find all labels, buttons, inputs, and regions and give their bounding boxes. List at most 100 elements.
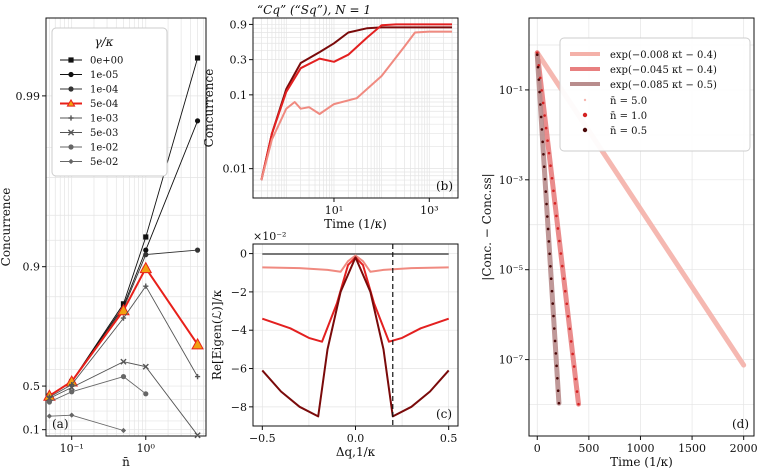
data-point-d-1-13 [555,214,558,218]
data-point-a-6-1 [69,389,75,395]
data-point-d-0-28 [632,197,635,200]
y-tick-label-d-1: 10⁻³ [499,174,523,187]
data-point-d-2-22 [552,327,556,330]
data-point-d-0-38 [667,249,669,252]
data-point-d-0-31 [643,213,645,216]
data-point-d-0-6 [556,83,559,85]
data-point-a-5-3 [142,363,149,370]
data-point-d-1-3 [540,89,543,92]
data-point-a-2-4 [194,247,201,253]
y-tick-label-b-2: 0.3 [230,54,248,67]
data-point-d-2-8 [542,152,545,156]
data-point-d-0-40 [673,260,676,262]
data-point-d-0-36 [660,239,663,242]
y-tick-label-a-1: 0.5 [23,380,41,393]
data-point-d-0-4 [550,72,552,75]
data-point-d-0-55 [725,338,728,340]
data-point-d-1-27 [575,390,579,393]
legend-entry-fit-d-2: exp(−0.085 κt − 0.5) [610,80,717,91]
scale-note-c: ×10⁻² [253,230,286,243]
data-point-d-2-25 [555,364,558,368]
legend-entry-point-d-2: n̄ = 0.5 [610,126,647,137]
legend-entry-a-4: 1e-03 [90,114,118,125]
data-point-d-0-44 [687,280,690,283]
data-point-a-7-2 [120,427,127,434]
data-point-a-0-3 [143,234,149,240]
legend-swatch-marker-a-6 [68,144,74,150]
data-point-a-5-4 [194,432,201,439]
data-point-d-1-28 [577,402,580,406]
legend-entry-point-d-0: n̄ = 5.0 [610,96,647,107]
legend-swatch-marker-a-4 [68,115,74,121]
y-tick-label-d-3: 10⁻⁷ [499,354,524,367]
data-point-d-0-37 [663,244,666,247]
data-point-d-2-16 [548,252,551,256]
data-point-d-1-22 [568,327,571,331]
data-point-a-7-0 [46,413,52,419]
data-point-d-0-21 [608,161,611,163]
x-axis-label-d: Time (1/κ) [610,455,673,469]
figure-title: “Cq” (“Sq”), N = 1 [257,3,371,17]
data-point-d-0-20 [605,155,607,158]
legend-a: γ/κ 0e+00 1e-05 1e-04 5e-04 1e-03 5e-03 1e-02 5e… [51,27,168,177]
data-point-d-0-23 [615,171,618,174]
panel-label-c: (c) [436,407,452,421]
data-point-d-0-39 [670,254,673,257]
panel-label-b: (b) [436,179,453,193]
data-point-a-3-4 [191,337,204,350]
data-point-d-1-12 [553,202,557,205]
legend-frame-d [559,37,751,152]
x-tick-label-d-4: 2000 [730,442,758,455]
data-point-d-0-25 [622,182,625,184]
axes-frame-a [45,17,207,437]
y-tick-label-a-3: 0.99 [16,90,41,103]
legend-swatch-marker-a-2 [68,86,74,92]
data-point-d-2-9 [542,165,546,169]
data-point-a-6-0 [46,399,52,405]
data-point-d-1-0 [535,51,539,55]
data-point-a-4-2 [120,315,127,321]
data-point-d-0-3 [546,67,549,70]
data-point-d-2-7 [541,140,544,144]
data-point-a-1-3 [143,247,149,253]
legend-frame-a [51,27,168,177]
data-point-a-2-3 [143,252,149,258]
data-point-d-0-41 [677,265,680,268]
data-point-d-2-21 [552,314,555,318]
data-point-a-4-3 [143,283,149,289]
data-point-d-2-4 [539,103,542,106]
data-point-d-2-24 [554,352,558,355]
legend-entry-a-1: 1e-05 [90,70,118,81]
data-point-d-2-11 [544,190,548,193]
legend-entry-a-3: 5e-04 [90,99,118,110]
data-point-d-0-57 [732,348,735,351]
data-point-d-1-26 [574,377,577,381]
data-point-d-0-54 [722,332,724,335]
data-point-d-2-28 [557,401,561,405]
data-point-d-2-2 [537,78,541,81]
data-point-d-0-46 [694,291,697,294]
y-axis-label-d: |Conc. − Conc.ss| [480,173,494,280]
data-point-d-2-18 [549,277,553,281]
x-tick-label-c-1: 0.0 [347,432,365,445]
data-point-d-2-12 [545,202,548,206]
data-point-d-2-27 [556,389,560,393]
legend-entry-a-7: 5e-02 [90,157,118,168]
y-tick-label-a-2: 0.9 [23,261,41,274]
data-point-a-7-1 [69,412,75,418]
data-point-d-0-45 [691,286,693,288]
data-point-d-2-5 [539,115,543,119]
data-point-d-0-24 [618,176,621,179]
data-point-d-2-6 [540,128,544,131]
legend-entry-a-2: 1e-04 [90,85,118,96]
data-point-d-0-32 [646,218,649,221]
data-point-d-2-1 [536,65,540,69]
data-point-d-0-35 [656,234,659,236]
data-point-d-1-15 [558,239,561,243]
data-point-d-0-53 [718,327,721,330]
data-point-a-0-4 [194,55,201,61]
x-tick-label-a-0: 10⁻¹ [60,442,84,455]
data-point-d-0-50 [708,312,711,314]
y-tick-label-a-0: 0.1 [23,424,41,437]
